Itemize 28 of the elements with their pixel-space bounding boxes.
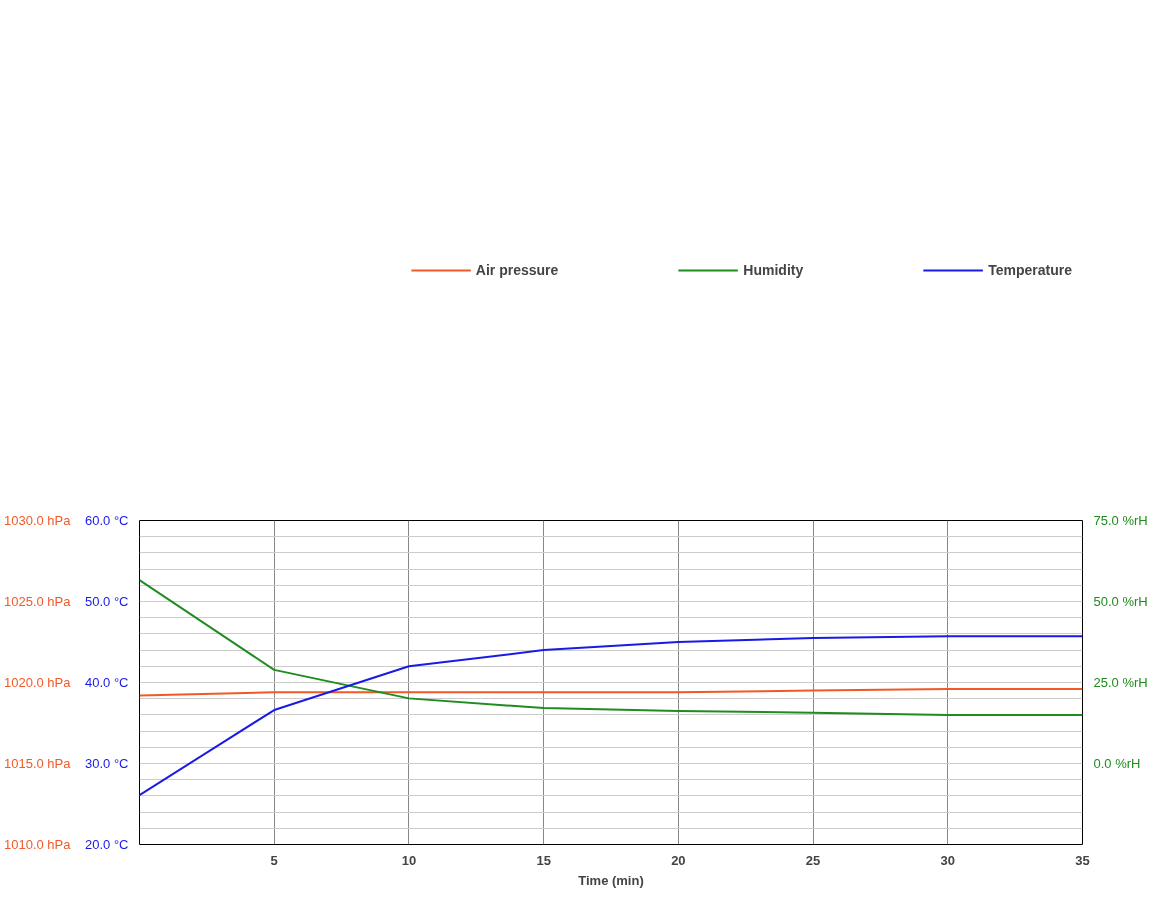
y3-tick-label: 75.0 %rH (1093, 513, 1148, 528)
legend-label: Air pressure (475, 262, 559, 278)
y2-tick-label: 1020.0 hPa (4, 675, 72, 690)
y-tick-label: 30.0 °C (85, 756, 129, 771)
x-tick-label: 5 (270, 852, 278, 868)
y-tick-label: 40.0 °C (85, 675, 129, 690)
y2-tick-label: 1025.0 hPa (4, 594, 72, 609)
x-tick-label: 15 (536, 852, 551, 868)
y-tick-label: 50.0 °C (85, 594, 129, 609)
y-tick-label: 60.0 °C (85, 513, 129, 528)
y2-tick-label: 1010.0 hPa (4, 837, 72, 852)
x-axis-title: Time (min) (578, 872, 644, 888)
x-tick-label: 25 (805, 852, 821, 868)
x-tick-label: 35 (1075, 852, 1090, 868)
y2-tick-label: 1030.0 hPa (4, 513, 72, 528)
y3-tick-label: 25.0 %rH (1093, 675, 1148, 690)
y2-tick-label: 1015.0 hPa (4, 756, 72, 771)
x-tick-label: 20 (671, 852, 686, 868)
y3-tick-label: 50.0 %rH (1093, 594, 1148, 609)
line-series (139, 579, 1083, 716)
line-series (139, 687, 1083, 697)
legend-label: Temperature (988, 262, 1072, 278)
legend-label: Humidity (743, 262, 804, 278)
line-series (139, 635, 1083, 797)
x-tick-label: 30 (940, 852, 956, 868)
y-tick-label: 20.0 °C (85, 837, 129, 852)
y3-tick-label: 0.0 %rH (1093, 756, 1141, 771)
x-tick-label: 10 (401, 852, 417, 868)
